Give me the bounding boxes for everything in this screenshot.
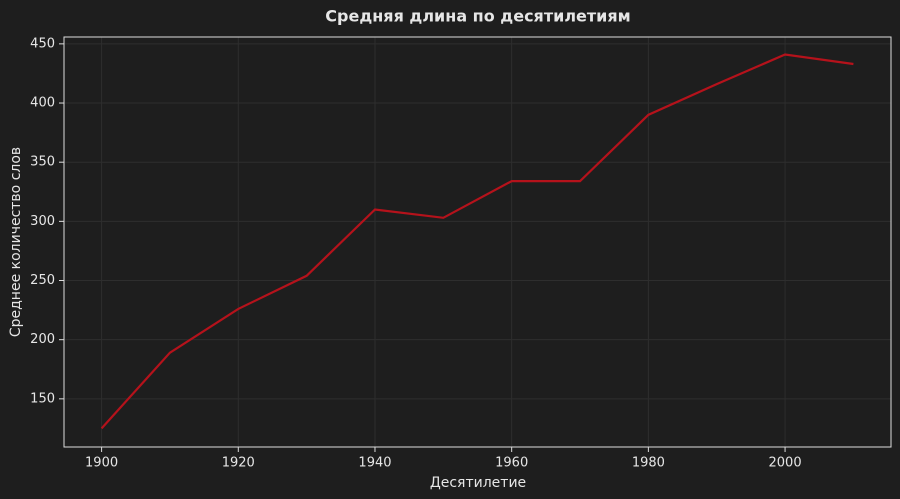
y-tick-label: 200 xyxy=(30,332,55,347)
y-tick-label: 400 xyxy=(30,96,55,111)
y-tick-label: 150 xyxy=(30,391,55,406)
x-tick-label: 1940 xyxy=(358,456,391,471)
chart-title: Средняя длина по десятилетиям xyxy=(325,7,630,26)
y-tick-label: 250 xyxy=(30,273,55,288)
x-tick-label: 2000 xyxy=(769,456,802,471)
plot-frame xyxy=(63,36,892,448)
data-line xyxy=(100,53,854,430)
y-tick-label: 350 xyxy=(30,155,55,170)
y-tick-label: 450 xyxy=(30,36,55,51)
y-tick-label: 300 xyxy=(30,214,55,229)
x-axis-label: Десятилетие xyxy=(430,475,526,491)
x-tick-label: 1920 xyxy=(222,456,255,471)
x-tick-label: 1980 xyxy=(632,456,665,471)
y-axis-label: Среднее количество слов xyxy=(8,147,24,337)
x-tick-label: 1960 xyxy=(495,456,528,471)
x-tick-label: 1900 xyxy=(85,456,118,471)
